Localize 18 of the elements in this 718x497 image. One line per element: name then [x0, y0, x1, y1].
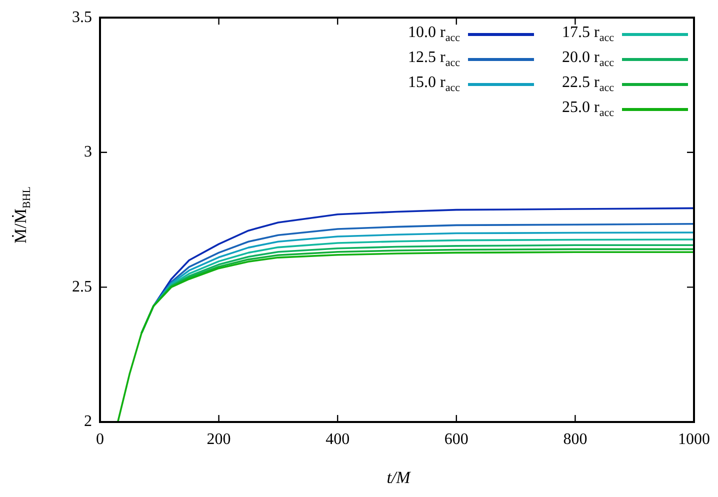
legend-label: 12.5 r$_{acc}$ — [408, 48, 460, 70]
legend-label: 20.0 r$_{acc}$ — [562, 48, 614, 70]
x-tick-label: 800 — [563, 430, 588, 448]
legend-label: 17.5 r$_{acc}$ — [562, 24, 614, 44]
y-tick-label: 3.5 — [72, 8, 92, 26]
legend-label: 25.0 r$_{acc}$ — [562, 98, 614, 120]
legend-label: 22.5 r$_{acc}$ — [562, 74, 614, 94]
y-tick-label: 2.5 — [72, 278, 92, 296]
x-tick-label: 400 — [326, 430, 350, 448]
y-tick-label: 3 — [84, 144, 92, 161]
x-tick-label: 1000 — [678, 430, 710, 448]
x-axis-title: t/M — [386, 468, 412, 488]
x-tick-label: 200 — [206, 430, 231, 448]
legend-label: 15.0 r$_{acc}$ — [408, 74, 460, 94]
x-tick-label: 0 — [96, 430, 104, 448]
legend-label: 10.0 r$_{acc}$ — [408, 24, 460, 44]
x-tick-label: 600 — [444, 430, 468, 448]
y-tick-label: 2 — [84, 413, 92, 430]
